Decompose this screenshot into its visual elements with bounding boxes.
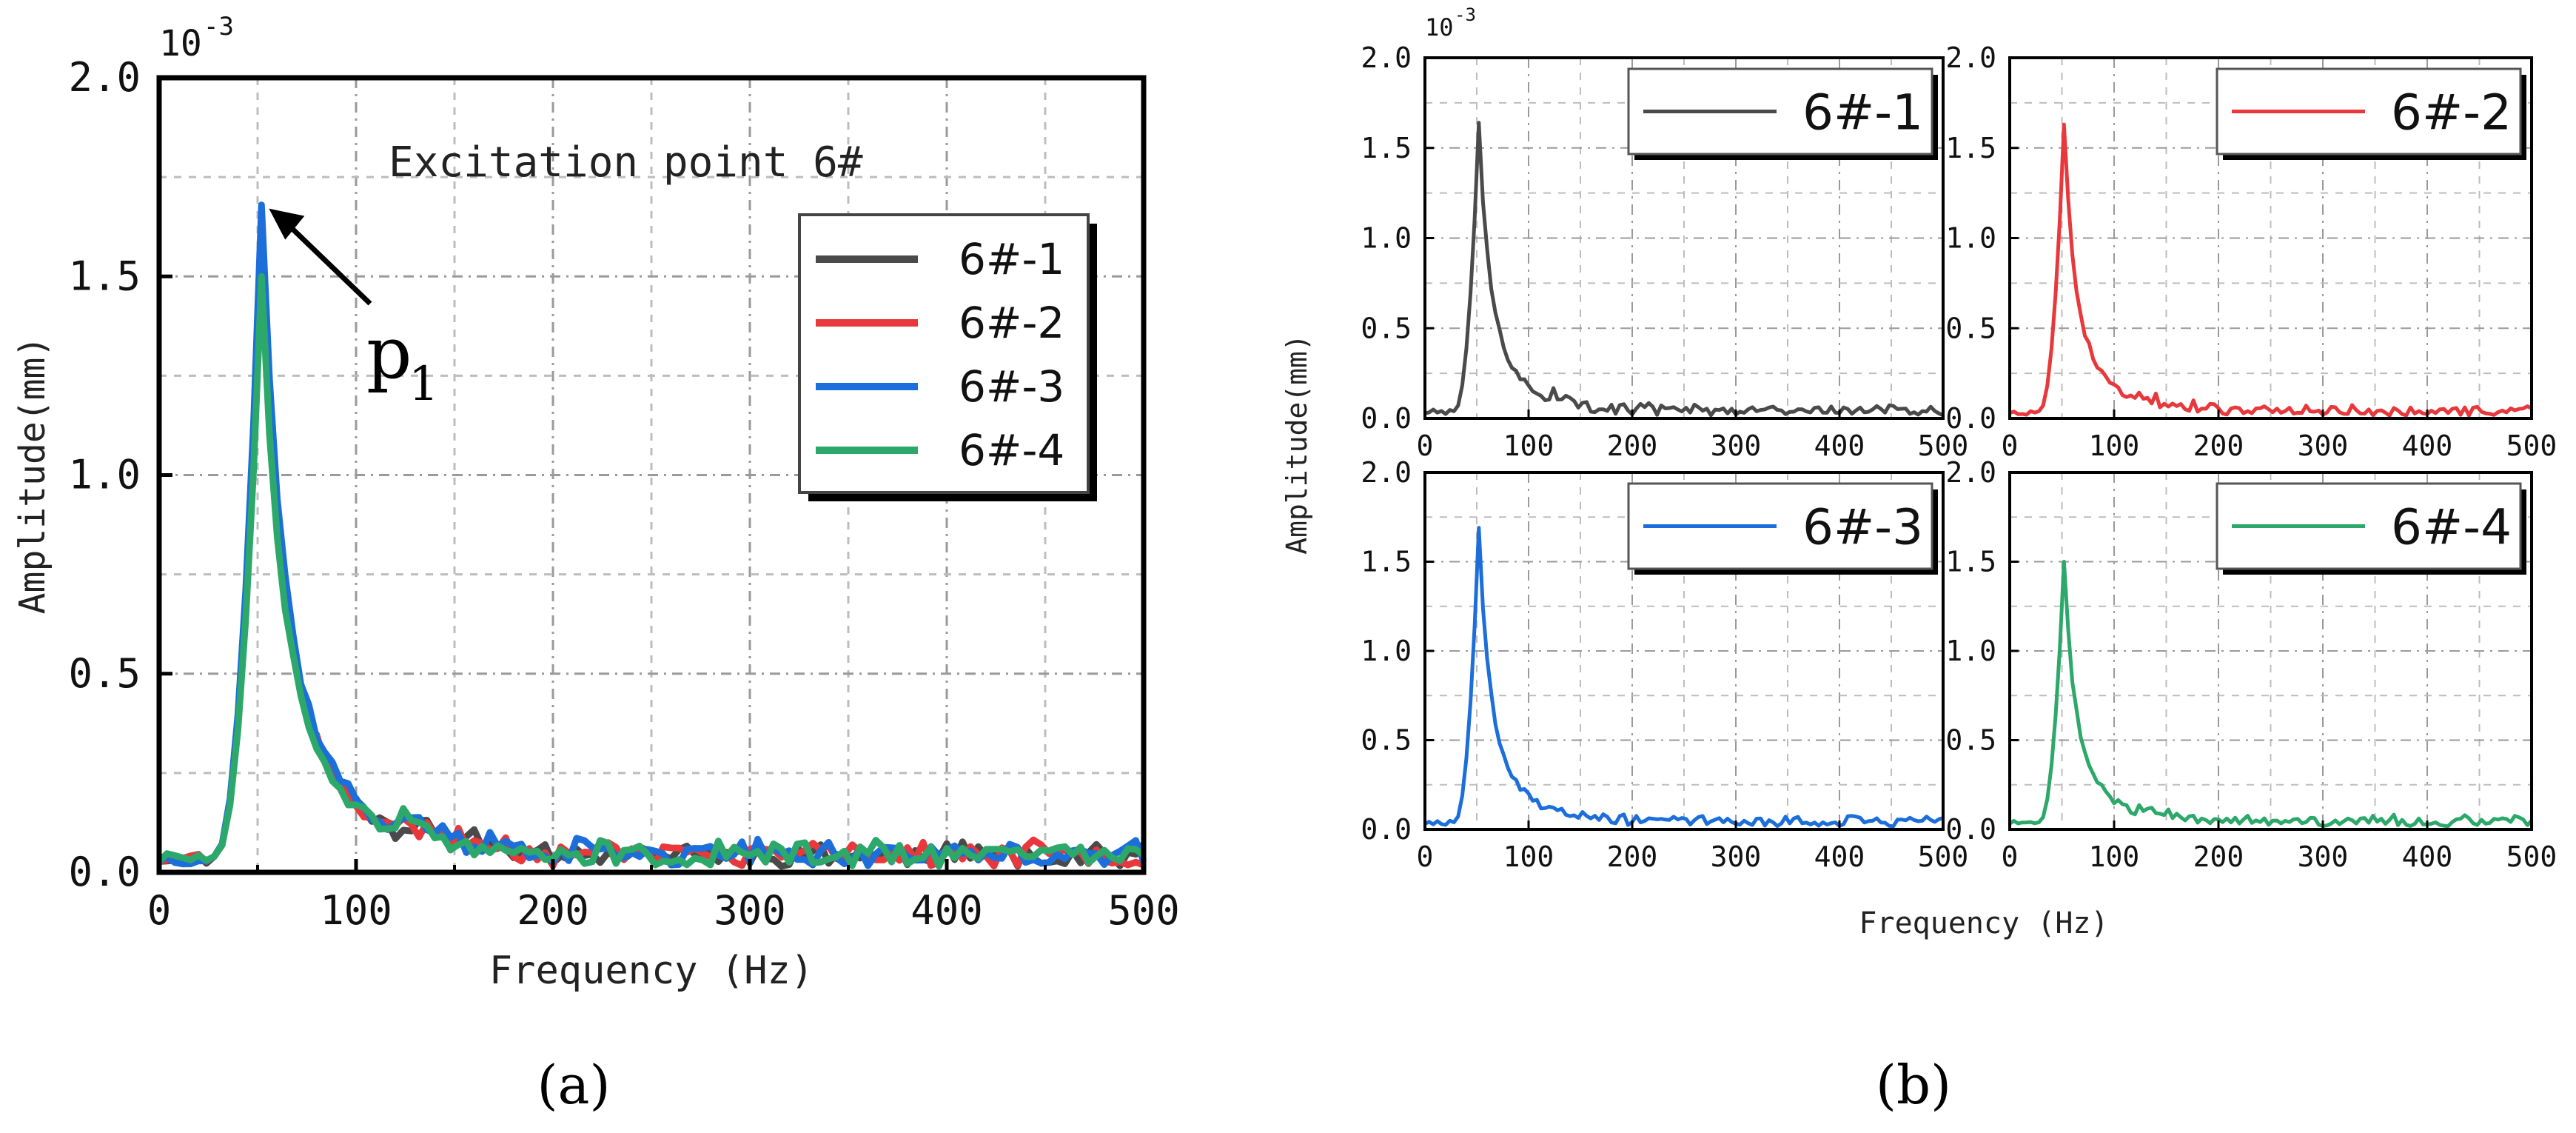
legend-label-6#-3: 6#-3: [1802, 499, 1923, 556]
y-tick-label: 1.5: [1945, 132, 1996, 164]
legend-label-6#-3: 6#-3: [959, 361, 1064, 412]
subplot-6#-1: 0 100 200 300 400 500 0.0 0.5 1.0 1.5 2.0 6#-1: [1361, 41, 1968, 462]
legend-label-6#-4: 6#-4: [959, 425, 1064, 475]
series-line-6#-4: [2008, 560, 2533, 829]
series-line-6#-2: [2009, 122, 2533, 418]
chart-a: 0 100 200 300 400 500 0.0 0.5 1.0 1.5 2.0 10 -3 Frequ…: [12, 12, 1180, 993]
legend-label-6#-1: 6#-1: [1802, 84, 1923, 141]
peak-arrow: [283, 220, 372, 306]
y-tick-label: 1.0: [1945, 222, 1996, 255]
legend-label-6#-4: 6#-4: [2391, 499, 2512, 556]
y-axis-title: Amplitude(mm): [1281, 334, 1313, 554]
y-tick-label: 1.5: [1945, 546, 1996, 578]
subplot-6#-3: 0 100 200 300 400 500 0.0 0.5 1.0 1.5 2.0 6#-3: [1361, 456, 1968, 873]
series-line-6#-3: [1423, 526, 1944, 829]
y-tick-label: 1.0: [1361, 635, 1412, 667]
y-exponent-power: -3: [204, 12, 234, 41]
peak-label: p: [366, 312, 412, 395]
subplot-6#-2: 0 100 200 300 400 500 0.0 0.5 1.0 1.5 2.0 6#-2: [1945, 41, 2557, 462]
y-tick-label: 1.0: [68, 452, 141, 498]
x-tick-label: 300: [2298, 430, 2349, 462]
x-tick-label: 300: [1711, 840, 1762, 873]
y-tick-label: 1.5: [1361, 546, 1412, 578]
x-tick-label: 400: [2402, 430, 2453, 462]
x-tick-label: 500: [2506, 430, 2557, 462]
y-tick-label: 0.5: [1945, 724, 1996, 757]
y-tick-label: 0.5: [1361, 724, 1412, 757]
series-line-6#-1: [1424, 121, 1945, 418]
y-tick-label: 0.5: [1361, 312, 1412, 344]
x-tick-label: 0: [2002, 430, 2019, 462]
x-tick-label: 100: [1503, 840, 1554, 873]
x-tick-label: 200: [2193, 840, 2244, 873]
y-tick-label: 2.0: [1361, 456, 1412, 489]
y-tick-label: 1.0: [1945, 635, 1996, 667]
y-tick-label: 0.5: [1945, 312, 1996, 344]
y-tick-label: 0.0: [1361, 813, 1412, 846]
y-exponent: 10: [1425, 13, 1454, 41]
x-tick-label: 300: [2298, 840, 2349, 873]
x-tick-label: 0: [147, 887, 172, 934]
subplot-6#-4: 0 100 200 300 400 500 0.0 0.5 1.0 1.5 2.0 6#-4: [1945, 456, 2557, 873]
panel-a-label: (a): [537, 1054, 610, 1116]
y-tick-label: 1.0: [1361, 222, 1412, 255]
x-axis-title: Frequency (Hz): [489, 949, 814, 993]
x-tick-label: 0: [1417, 840, 1434, 873]
x-tick-label: 100: [320, 887, 392, 934]
x-tick-label: 400: [2402, 840, 2453, 873]
peak-arrowhead: [269, 208, 305, 240]
x-tick-label: 0: [1417, 430, 1434, 462]
x-tick-label: 200: [1607, 430, 1658, 462]
x-tick-label: 500: [1107, 887, 1180, 934]
legend-label-6#-2: 6#-2: [959, 298, 1064, 348]
x-tick-label: 500: [2506, 840, 2557, 873]
y-axis-title: Amplitude(mm): [12, 336, 53, 615]
x-tick-label: 300: [714, 887, 786, 934]
excitation-annotation: Excitation point 6#: [389, 138, 863, 187]
y-tick-label: 0.0: [1945, 813, 1996, 846]
x-tick-label: 400: [1814, 840, 1865, 873]
y-tick-label: 2.0: [68, 54, 141, 101]
x-tick-label: 300: [1711, 430, 1762, 462]
x-tick-label: 400: [1814, 430, 1865, 462]
peak-label-subscript: 1: [409, 357, 439, 412]
x-tick-label: 200: [517, 887, 589, 934]
x-tick-label: 100: [2089, 840, 2140, 873]
legend-label-6#-1: 6#-1: [959, 234, 1064, 284]
x-tick-label: 500: [1918, 840, 1969, 873]
y-exponent: 10: [159, 23, 202, 64]
y-tick-label: 1.5: [68, 253, 141, 299]
x-tick-label: 200: [1607, 840, 1658, 873]
y-tick-label: 2.0: [1945, 456, 1996, 489]
panel-b-label: (b): [1876, 1054, 1951, 1116]
y-tick-label: 0.0: [68, 849, 141, 895]
x-tick-label: 400: [910, 887, 983, 934]
series-line-6#-4: [156, 273, 1146, 870]
x-tick-label: 0: [2002, 840, 2019, 873]
y-tick-label: 2.0: [1945, 41, 1996, 74]
x-tick-label: 100: [1503, 430, 1554, 462]
y-exponent-power: -3: [1455, 4, 1476, 25]
y-tick-label: 0.0: [1361, 402, 1412, 435]
y-tick-label: 2.0: [1361, 41, 1412, 74]
legend-label-6#-2: 6#-2: [2391, 84, 2512, 141]
x-tick-label: 100: [2089, 430, 2140, 462]
y-tick-label: 1.5: [1361, 132, 1412, 164]
y-tick-label: 0.5: [68, 650, 141, 697]
x-tick-label: 500: [1918, 430, 1969, 462]
x-axis-title: Frequency (Hz): [1859, 906, 2108, 940]
y-tick-label: 0.0: [1945, 402, 1996, 435]
x-tick-label: 200: [2193, 430, 2244, 462]
